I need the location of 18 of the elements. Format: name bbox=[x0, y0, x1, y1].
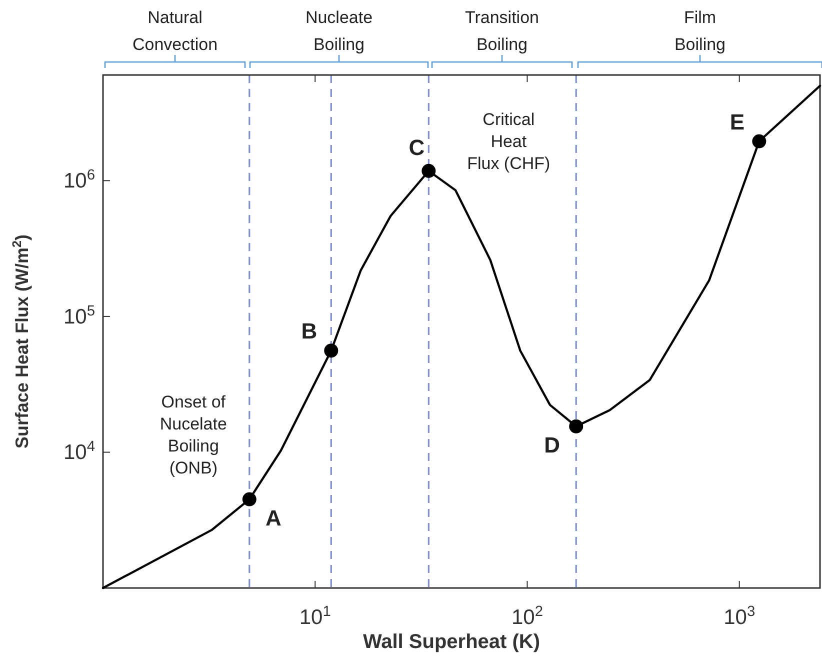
annotation: C bbox=[408, 134, 425, 160]
x-tick-label: 10$^{2}$ bbox=[511, 604, 543, 629]
text: Nucleate Boiling bbox=[305, 8, 373, 54]
text: Natural Convection bbox=[132, 8, 218, 54]
text: Film Boiling bbox=[674, 8, 726, 54]
x-tick-label: 10$^{3}$ bbox=[724, 604, 756, 629]
y-tick-label: 10$^{6}$ bbox=[63, 168, 95, 193]
annotation: A bbox=[265, 505, 282, 530]
y-tick-label: 10$^{4}$ bbox=[63, 439, 95, 464]
annotation: Critical Heat Flux (CHF) bbox=[467, 110, 550, 173]
annotation: D bbox=[544, 432, 560, 458]
annotation: B bbox=[301, 318, 318, 344]
text: Transition Boiling bbox=[464, 8, 540, 54]
x-axis-title: Wall Superheat (K) bbox=[362, 631, 540, 653]
x-tick-label: 10$^{1}$ bbox=[299, 604, 331, 629]
y-tick-label: 10$^{5}$ bbox=[63, 303, 95, 328]
annotation: Onset of Nucelate Boiling (ONB) bbox=[160, 392, 227, 478]
annotation: E bbox=[730, 109, 745, 134]
